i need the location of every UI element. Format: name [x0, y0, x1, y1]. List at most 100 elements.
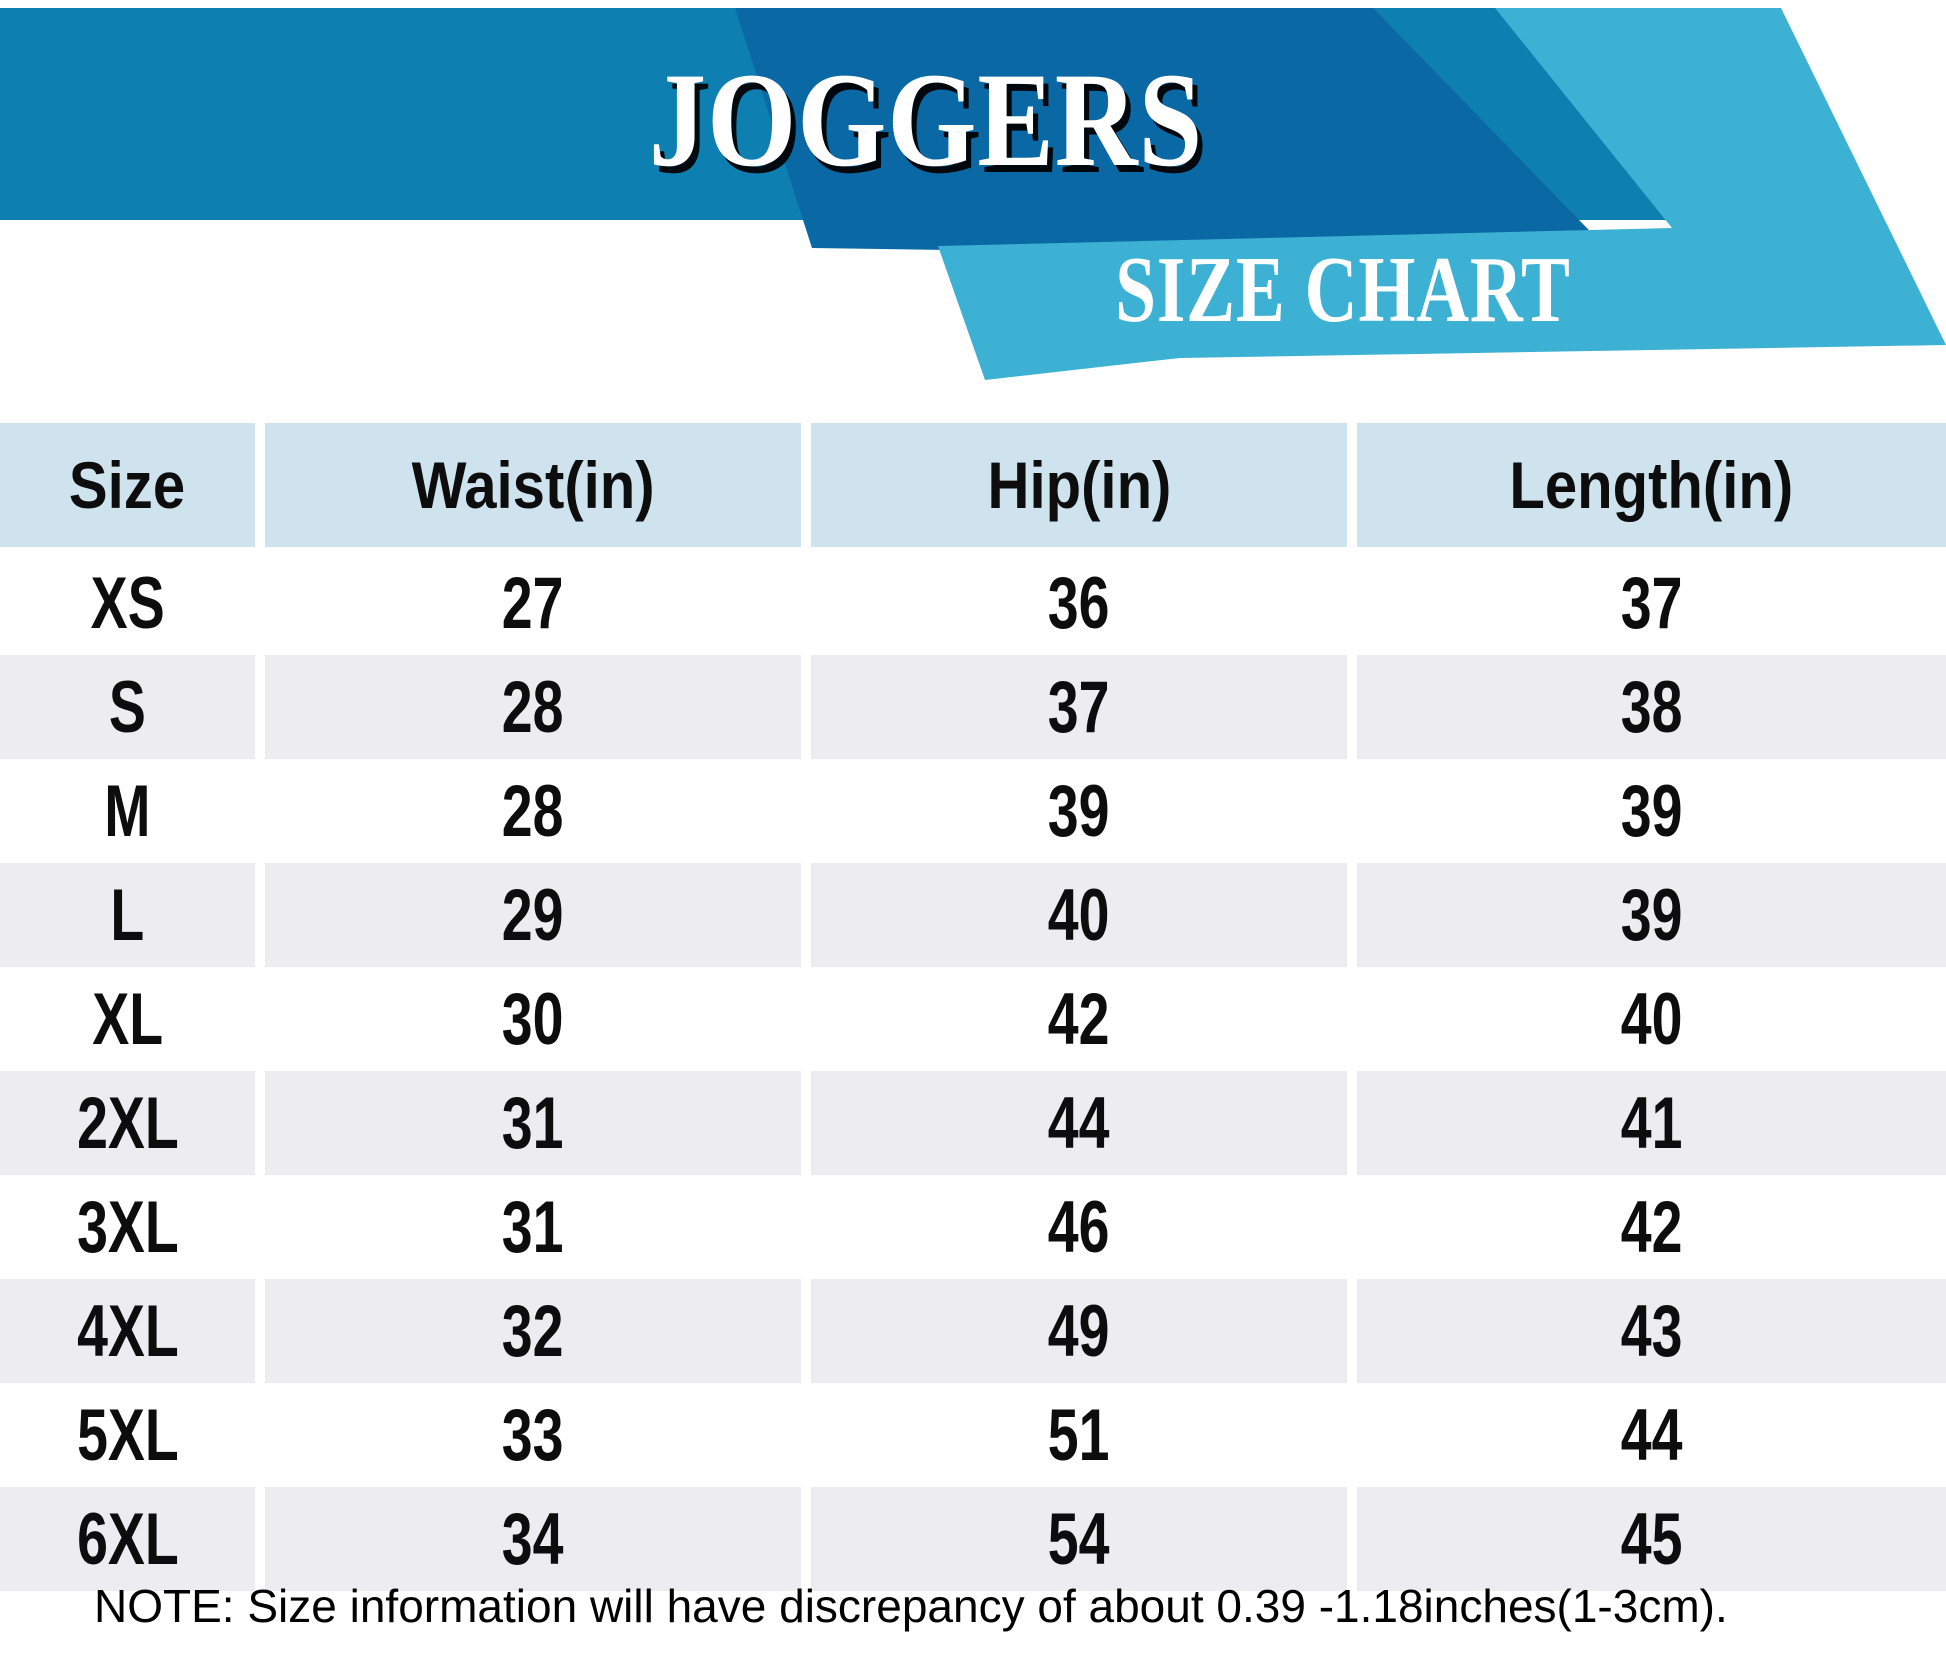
column-header-label: Waist(in)	[411, 448, 655, 522]
length-cell: 38	[1357, 655, 1946, 759]
length-value: 39	[1620, 874, 1683, 956]
hip-cell: 46	[811, 1175, 1347, 1279]
length-value: 39	[1620, 770, 1683, 852]
waist-value: 30	[502, 978, 564, 1060]
length-cell: 39	[1357, 863, 1946, 967]
note-text: NOTE: Size information will have discrep…	[94, 1580, 1728, 1632]
hip-value: 49	[1048, 1290, 1110, 1372]
table-row: 5XL 33 51 44	[0, 1383, 1946, 1487]
size-cell: 2XL	[0, 1071, 255, 1175]
length-cell: 42	[1357, 1175, 1946, 1279]
waist-cell: 31	[265, 1175, 801, 1279]
table-row: M 28 39 39	[0, 759, 1946, 863]
page-title: JOGGERS	[501, 53, 1351, 188]
table-row: L 29 40 39	[0, 863, 1946, 967]
size-cell: 3XL	[0, 1175, 255, 1279]
hip-cell: 36	[811, 551, 1347, 655]
banner-light-ribbon	[938, 8, 1946, 380]
length-value: 41	[1620, 1082, 1683, 1164]
waist-value: 31	[502, 1082, 564, 1164]
waist-cell: 34	[265, 1487, 801, 1591]
table-row: S 28 37 38	[0, 655, 1946, 759]
length-value: 40	[1620, 978, 1683, 1060]
waist-value: 29	[502, 874, 564, 956]
length-value: 38	[1620, 666, 1683, 748]
size-cell: 5XL	[0, 1383, 255, 1487]
table-row: 4XL 32 49 43	[0, 1279, 1946, 1383]
length-value: 37	[1620, 562, 1683, 644]
size-label: 2XL	[76, 1082, 179, 1164]
size-cell: S	[0, 655, 255, 759]
waist-cell: 28	[265, 759, 801, 863]
hip-cell: 44	[811, 1071, 1347, 1175]
size-label: 3XL	[76, 1186, 179, 1268]
waist-cell: 30	[265, 967, 801, 1071]
size-label: XS	[90, 562, 165, 644]
waist-cell: 27	[265, 551, 801, 655]
table-header-row: Size Waist(in) Hip(in) Length(in)	[0, 423, 1946, 547]
hip-value: 36	[1048, 562, 1110, 644]
column-header-label: Hip(in)	[987, 448, 1171, 522]
hip-value: 51	[1048, 1394, 1110, 1476]
header-cell: Hip(in)	[811, 423, 1347, 547]
header-cell: Length(in)	[1357, 423, 1946, 547]
size-cell: L	[0, 863, 255, 967]
page-subtitle-text: SIZE CHART	[1115, 238, 1571, 342]
hip-value: 39	[1048, 770, 1110, 852]
page-subtitle: SIZE CHART	[1109, 243, 1577, 337]
hip-cell: 37	[811, 655, 1347, 759]
size-label: 6XL	[76, 1498, 179, 1580]
hip-value: 46	[1048, 1186, 1110, 1268]
hip-cell: 42	[811, 967, 1347, 1071]
column-header-label: Size	[69, 448, 186, 522]
hip-value: 44	[1048, 1082, 1110, 1164]
length-value: 43	[1620, 1290, 1683, 1372]
header-cell: Size	[0, 423, 255, 547]
size-label: 4XL	[76, 1290, 179, 1372]
waist-value: 31	[502, 1186, 564, 1268]
hip-cell: 39	[811, 759, 1347, 863]
hip-cell: 51	[811, 1383, 1347, 1487]
size-cell: 6XL	[0, 1487, 255, 1591]
hip-value: 37	[1048, 666, 1110, 748]
hip-value: 42	[1048, 978, 1110, 1060]
length-cell: 41	[1357, 1071, 1946, 1175]
banner-dark-band	[735, 8, 1618, 260]
length-value: 44	[1620, 1394, 1683, 1476]
hip-value: 40	[1048, 874, 1110, 956]
waist-cell: 29	[265, 863, 801, 967]
waist-value: 27	[502, 562, 564, 644]
size-label: M	[104, 770, 151, 852]
length-value: 45	[1620, 1498, 1683, 1580]
waist-value: 34	[502, 1498, 564, 1580]
table-row: XS 27 36 37	[0, 551, 1946, 655]
size-cell: XS	[0, 551, 255, 655]
length-cell: 37	[1357, 551, 1946, 655]
hip-cell: 54	[811, 1487, 1347, 1591]
waist-cell: 28	[265, 655, 801, 759]
table-row: XL 30 42 40	[0, 967, 1946, 1071]
waist-value: 32	[502, 1290, 564, 1372]
waist-value: 28	[502, 666, 564, 748]
hip-cell: 40	[811, 863, 1347, 967]
size-cell: XL	[0, 967, 255, 1071]
size-label: S	[108, 666, 146, 748]
hip-value: 54	[1048, 1498, 1110, 1580]
size-label: 5XL	[76, 1394, 179, 1476]
waist-value: 28	[502, 770, 564, 852]
hip-cell: 49	[811, 1279, 1347, 1383]
size-cell: 4XL	[0, 1279, 255, 1383]
length-cell: 43	[1357, 1279, 1946, 1383]
size-table: Size Waist(in) Hip(in) Length(in) XS 27 36 37 S…	[0, 423, 1946, 1591]
header-cell: Waist(in)	[265, 423, 801, 547]
page-title-text: JOGGERS	[648, 46, 1204, 195]
table-row: 2XL 31 44 41	[0, 1071, 1946, 1175]
length-cell: 45	[1357, 1487, 1946, 1591]
waist-value: 33	[502, 1394, 564, 1476]
size-label: XL	[92, 978, 163, 1060]
waist-cell: 32	[265, 1279, 801, 1383]
length-value: 42	[1620, 1186, 1683, 1268]
table-row: 3XL 31 46 42	[0, 1175, 1946, 1279]
table-row: 6XL 34 54 45	[0, 1487, 1946, 1591]
table-body: XS 27 36 37 S 28 37 38 M 28 39 39 L 29 40 39 XL 30 42 40 2XL…	[0, 551, 1946, 1591]
